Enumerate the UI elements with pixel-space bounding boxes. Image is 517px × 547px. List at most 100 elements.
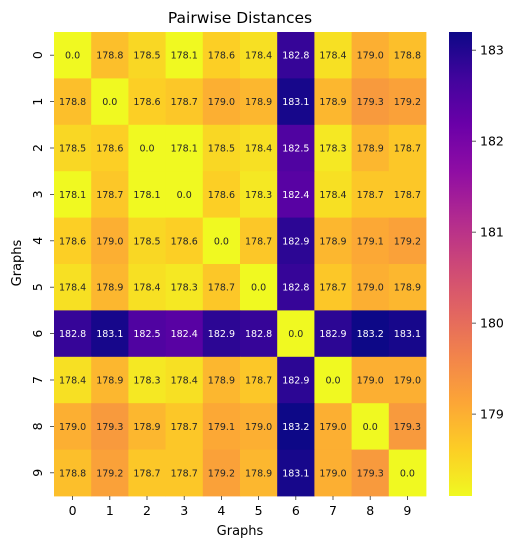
heatmap-cell	[202, 356, 241, 404]
cell-value-label: 178.9	[96, 283, 123, 294]
cell-value-label: 179.1	[208, 422, 235, 433]
heatmap-cell	[202, 449, 241, 497]
heatmap-cell	[388, 449, 427, 497]
heatmap-cell	[165, 403, 204, 450]
cell-value-label: 178.8	[96, 51, 123, 62]
y-tick-label: 7	[30, 376, 45, 384]
cell-value-label: 178.6	[133, 97, 160, 108]
heatmap-cell	[91, 403, 129, 450]
heatmap-cell	[128, 403, 166, 450]
x-tick-label: 7	[329, 503, 337, 518]
cell-value-label: 0.0	[139, 144, 154, 155]
cell-value-label: 178.5	[59, 144, 86, 155]
cell-value-label: 178.4	[59, 283, 86, 294]
cell-value-label: 182.9	[282, 376, 309, 387]
y-tick-label: 0	[30, 51, 45, 59]
heatmap-cell	[202, 124, 241, 172]
heatmap-cell	[240, 78, 278, 126]
cell-value-label: 182.8	[59, 329, 86, 340]
cell-value-label: 179.1	[357, 236, 384, 247]
heatmap-cell	[128, 356, 166, 404]
heatmap-cell	[314, 403, 352, 450]
colorbar-tick-label: 182	[480, 134, 504, 149]
y-tick-label: 5	[30, 283, 45, 291]
heatmap-cell	[165, 217, 204, 265]
cell-value-label: 178.7	[319, 283, 346, 294]
heatmap-cell	[388, 403, 427, 450]
heatmap-cell	[314, 124, 352, 172]
heatmap-cell	[314, 78, 352, 126]
cell-value-label: 179.3	[394, 422, 421, 433]
cell-value-label: 178.7	[133, 468, 160, 479]
heatmap-cell	[54, 403, 92, 450]
cell-value-label: 178.4	[319, 51, 346, 62]
y-tick-label: 4	[30, 237, 45, 245]
cell-value-label: 0.0	[177, 190, 192, 201]
cell-value-label: 178.9	[245, 468, 272, 479]
heatmap-cell	[165, 449, 204, 497]
x-axis-label: Graphs	[217, 524, 264, 539]
cell-value-label: 178.3	[245, 190, 272, 201]
cell-value-label: 0.0	[400, 468, 415, 479]
cell-value-label: 178.6	[208, 51, 235, 62]
heatmap-cell	[388, 217, 427, 265]
cell-value-label: 178.6	[96, 144, 123, 155]
cell-value-label: 178.7	[357, 190, 384, 201]
heatmap-cell	[277, 403, 315, 450]
heatmap-cell	[91, 310, 129, 358]
cell-value-label: 178.6	[59, 236, 86, 247]
heatmap-cell	[351, 403, 390, 450]
cell-value-label: 178.9	[133, 422, 160, 433]
cell-labels: 0.0 178.8 178.5 178.1 178.6 178.4 182.8 178.4 17…	[59, 51, 421, 480]
cell-value-label: 179.2	[394, 97, 421, 108]
y-axis-ticks: 0 1 2 3 4 5 6 7 8 9	[30, 51, 54, 477]
cell-value-label: 179.0	[208, 97, 235, 108]
cell-value-label: 182.5	[133, 329, 160, 340]
cell-value-label: 178.9	[208, 376, 235, 387]
heatmap-cell	[351, 171, 390, 218]
heatmap-cell	[351, 264, 390, 311]
heatmap-cell	[128, 217, 166, 265]
x-tick-label: 1	[106, 503, 114, 518]
heatmap-cell	[277, 124, 315, 172]
cell-value-label: 178.7	[171, 97, 198, 108]
cell-value-label: 178.3	[133, 376, 160, 387]
cell-value-label: 178.7	[171, 468, 198, 479]
cell-value-label: 182.9	[319, 329, 346, 340]
heatmap-cell	[54, 171, 92, 218]
cell-value-label: 178.7	[96, 190, 123, 201]
colorbar-gradient	[449, 32, 472, 496]
cell-value-label: 178.3	[171, 283, 198, 294]
cell-value-label: 178.7	[171, 422, 198, 433]
heatmap-cell	[202, 310, 241, 358]
heatmap-cell	[91, 264, 129, 311]
heatmap-cell	[388, 171, 427, 218]
heatmap-cell	[351, 32, 390, 79]
heatmap-cell	[202, 403, 241, 450]
colorbar-tick-label: 180	[480, 316, 504, 331]
heatmap-cell	[388, 356, 427, 404]
cell-value-label: 178.1	[171, 51, 198, 62]
heatmap-cell	[240, 356, 278, 404]
colorbar-tick-label: 181	[480, 225, 504, 240]
heatmap-cell	[314, 171, 352, 218]
y-tick-label: 6	[30, 330, 45, 338]
heatmap-cell	[91, 356, 129, 404]
cell-value-label: 179.3	[357, 468, 384, 479]
cell-value-label: 0.0	[288, 329, 303, 340]
cell-value-label: 179.0	[357, 51, 384, 62]
cell-value-label: 178.7	[208, 283, 235, 294]
cell-value-label: 178.5	[133, 51, 160, 62]
cell-value-label: 179.0	[96, 236, 123, 247]
heatmap-cell	[277, 217, 315, 265]
heatmap-cell	[388, 124, 427, 172]
cell-value-label: 179.3	[96, 422, 123, 433]
heatmap-cell	[165, 356, 204, 404]
heatmap-cell	[165, 264, 204, 311]
heatmap-cell	[388, 32, 427, 79]
colorbar-tick-label: 179	[480, 407, 504, 422]
cell-value-label: 182.5	[282, 144, 309, 155]
heatmap-cell	[202, 78, 241, 126]
heatmap-cell	[351, 449, 390, 497]
